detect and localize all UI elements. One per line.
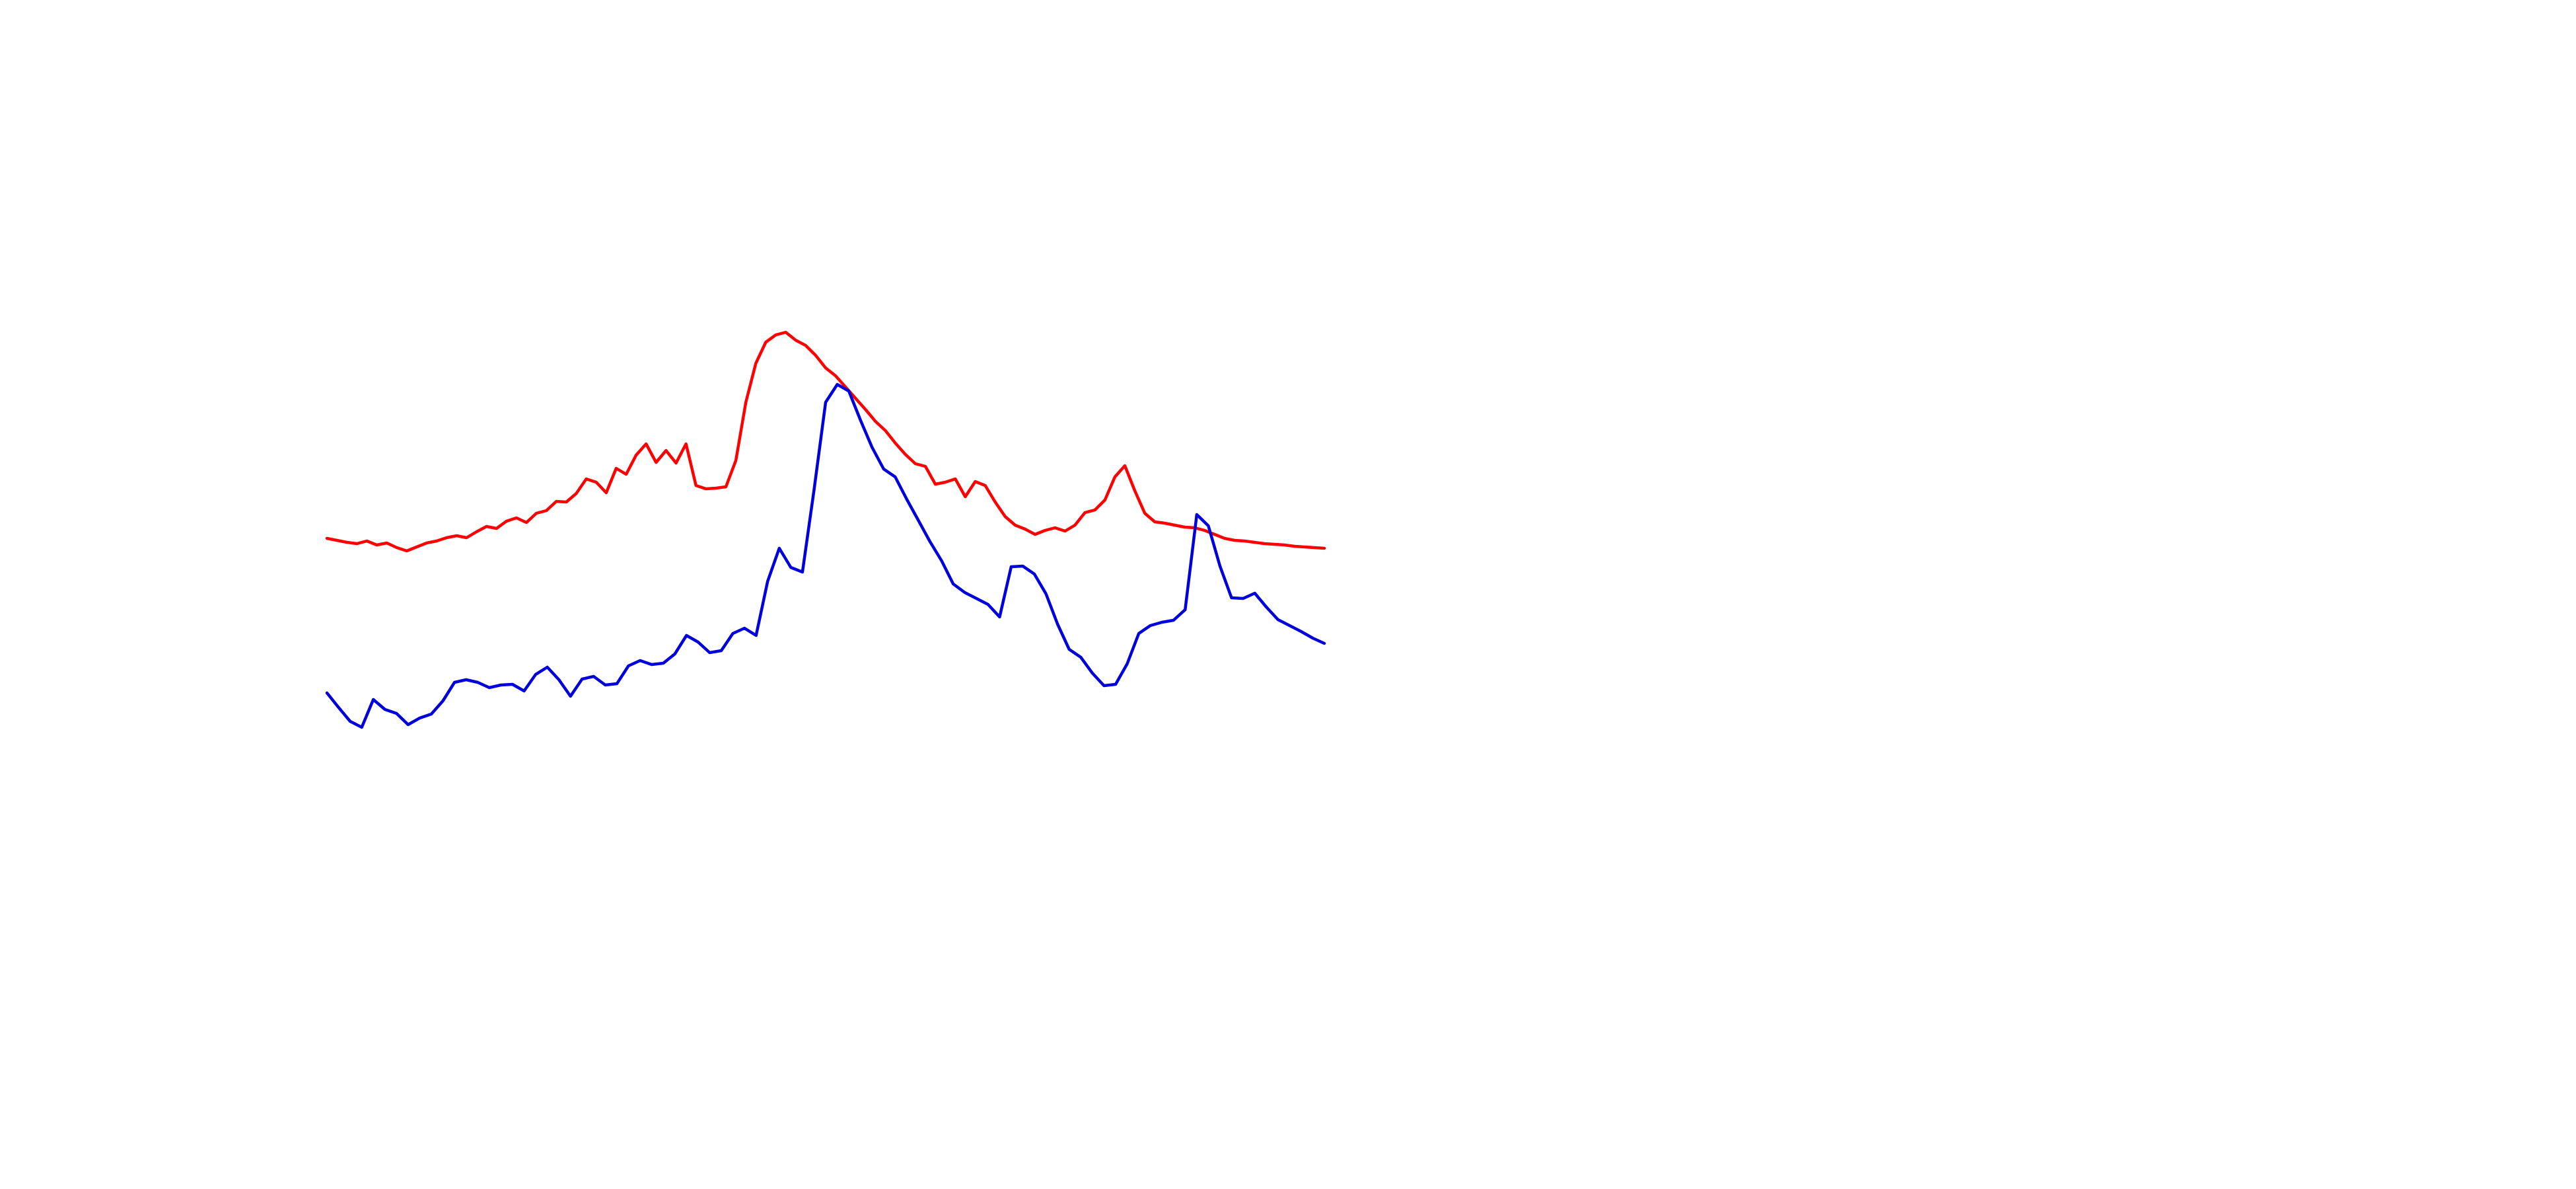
series-2 — [325, 382, 1326, 729]
series-layer — [325, 330, 1326, 729]
series-1-line — [325, 330, 1326, 553]
series-1 — [325, 330, 1326, 553]
series-2-line — [325, 382, 1326, 729]
